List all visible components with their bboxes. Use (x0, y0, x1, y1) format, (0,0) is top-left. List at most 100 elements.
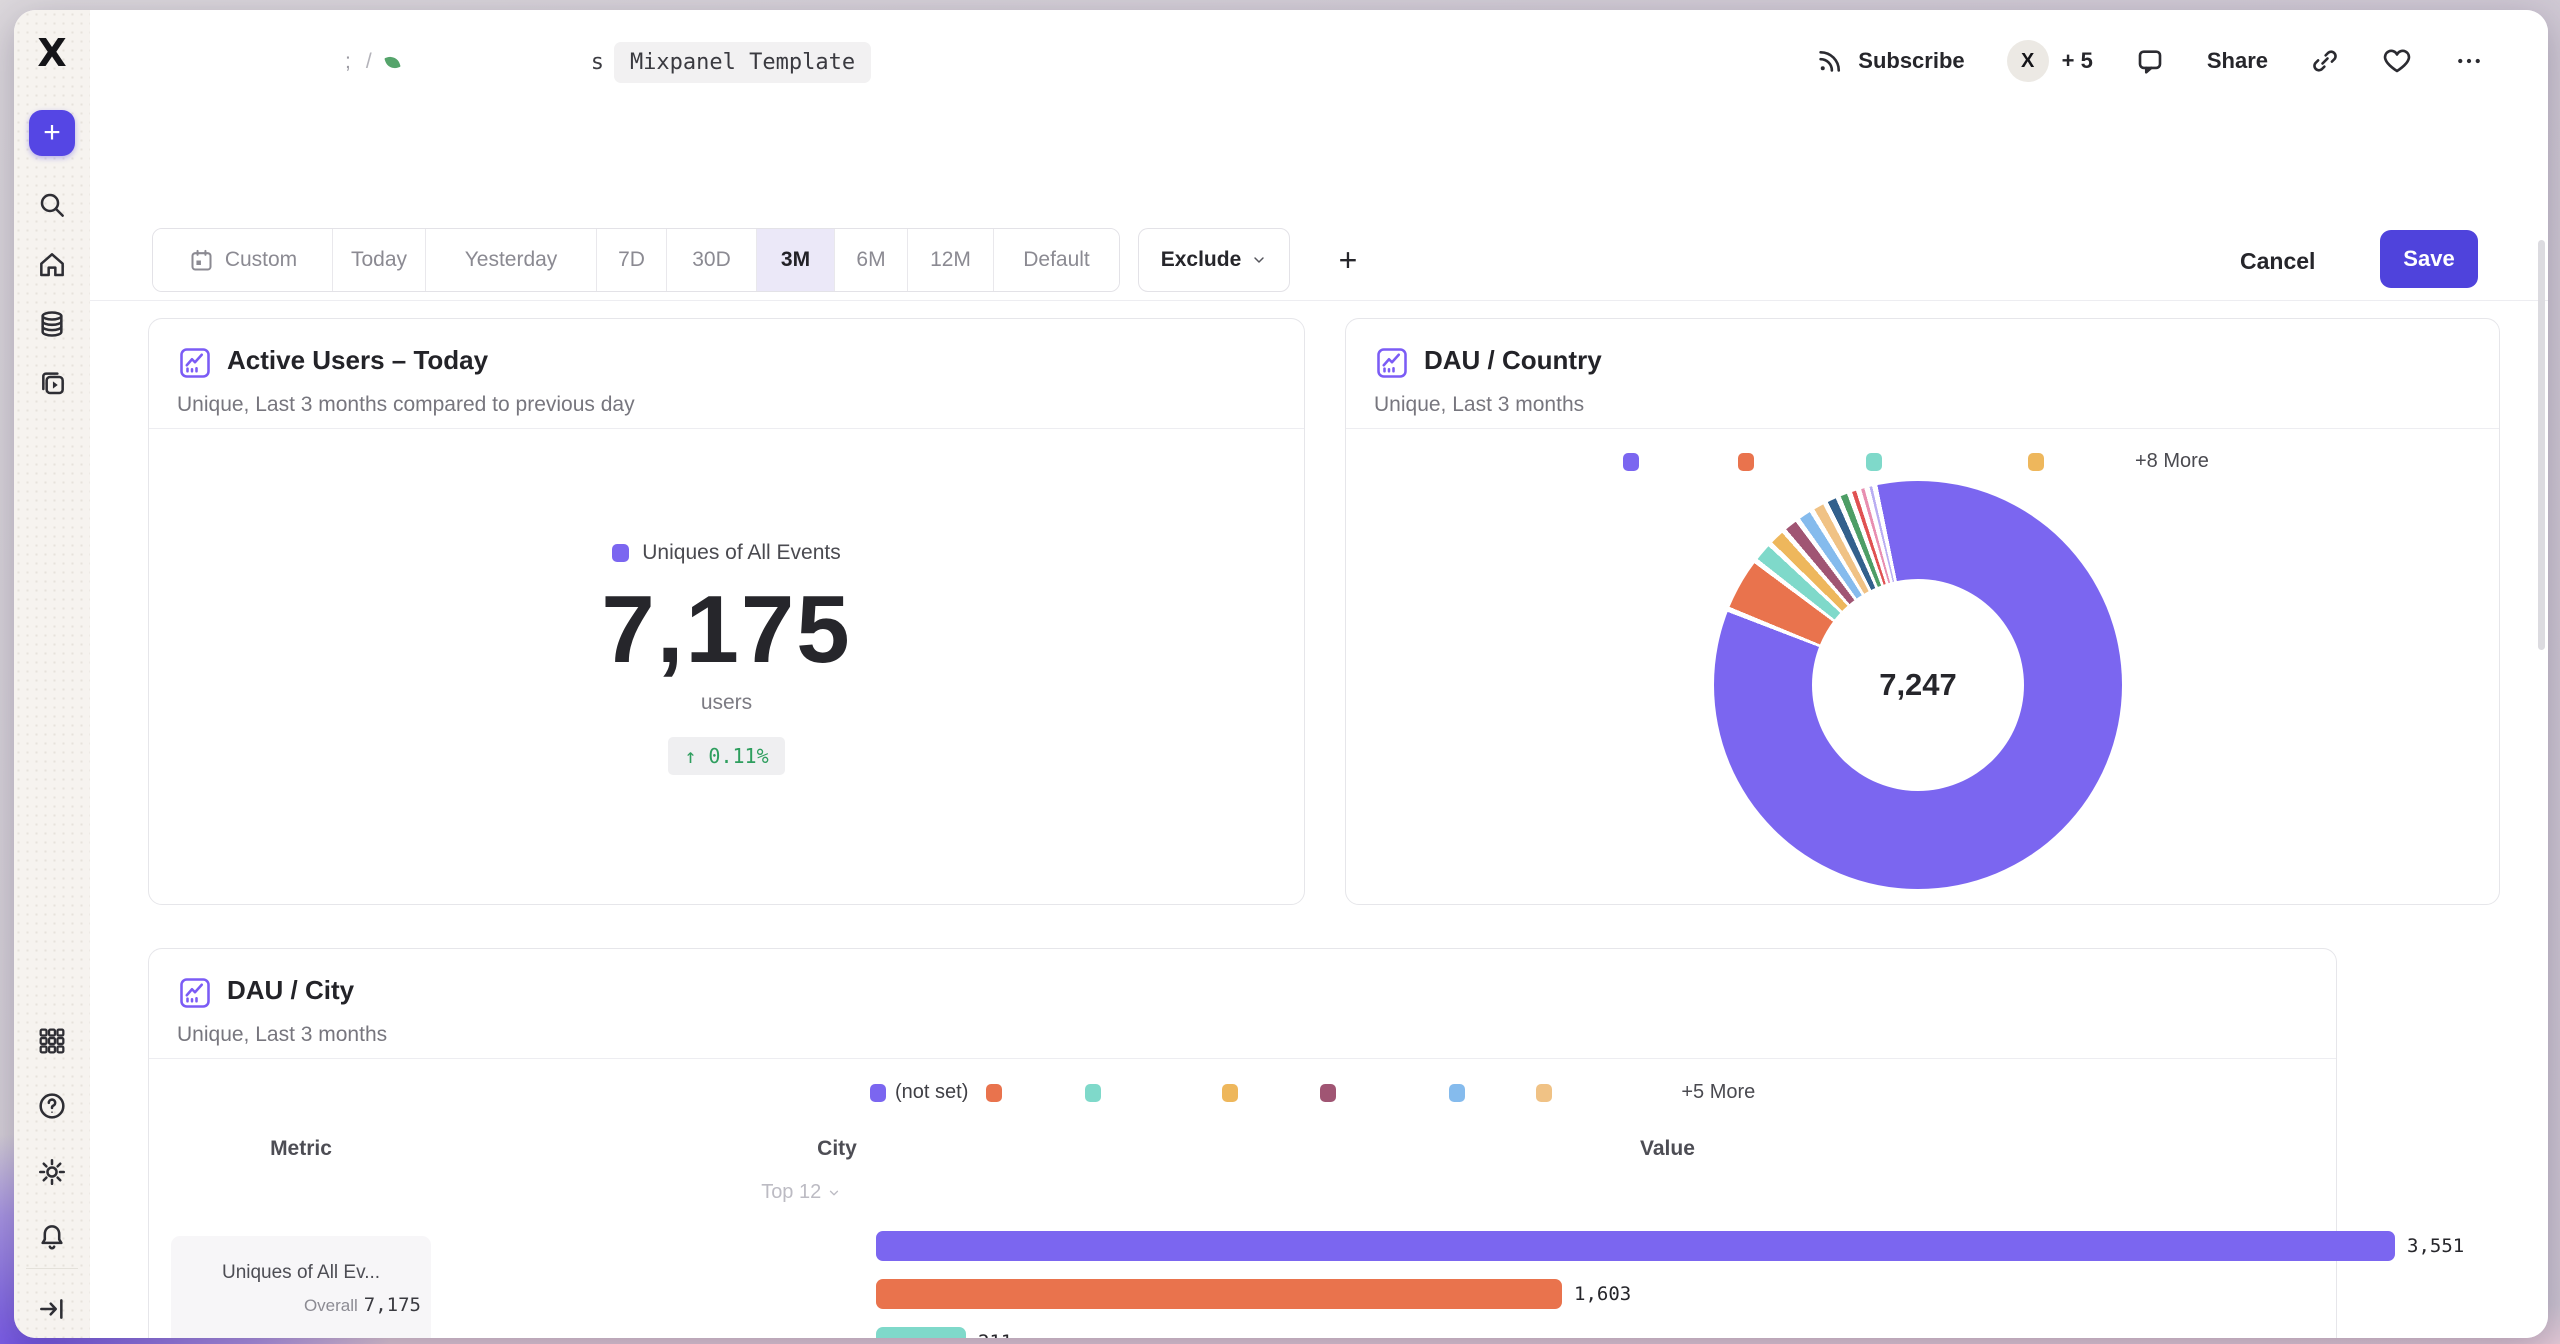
bar-value-label: 211 (978, 1331, 1012, 1338)
column-header-city: City (817, 1137, 857, 1160)
legend-swatch[interactable] (1623, 452, 1639, 471)
bar-fill[interactable] (876, 1327, 966, 1338)
country-legend: +8 More (1623, 450, 2209, 473)
chevron-down-icon (829, 1190, 838, 1196)
avatar: X (2006, 40, 2049, 82)
legend-swatch[interactable] (1085, 1083, 1102, 1102)
breadcrumb: ; / s Mixpanel Template (345, 40, 872, 84)
preset-custom[interactable]: Custom (153, 229, 333, 291)
toolbar-divider (90, 300, 2548, 301)
rss-icon (1819, 50, 1841, 72)
board-title-prefix: s (590, 49, 604, 75)
bar-value-label: 1,603 (1574, 1283, 1632, 1305)
metric-cell[interactable]: Uniques of All Ev... Overall 7,175 (171, 1236, 431, 1338)
preset-30d[interactable]: 30D (667, 229, 757, 291)
boards-icon[interactable] (33, 364, 71, 402)
data-icon[interactable] (33, 305, 71, 343)
bar-row: 3,551 (876, 1231, 2464, 1261)
preset-12m[interactable]: 12M (908, 229, 994, 291)
legend-swatch[interactable] (1222, 1083, 1239, 1102)
column-header-metric: Metric (270, 1137, 332, 1160)
search-icon[interactable] (33, 186, 71, 224)
board-title-chip[interactable]: Mixpanel Template (613, 41, 872, 83)
legend-swatch[interactable] (986, 1083, 1003, 1102)
copy-link-button[interactable] (2310, 46, 2340, 76)
legend-swatch[interactable] (1320, 1083, 1337, 1102)
sidebar-divider (26, 1268, 78, 1269)
preset-default[interactable]: Default (994, 229, 1119, 291)
chevron-down-icon (1254, 257, 1264, 263)
delta-badge: ↑ 0.11% (668, 737, 785, 775)
create-button[interactable]: + (29, 110, 75, 156)
card-subtitle: Unique, Last 3 months (1374, 393, 1585, 416)
card-dau-country: DAU / Country Unique, Last 3 months +8 M… (1345, 318, 2500, 905)
insights-chart-icon (1377, 348, 1407, 378)
settings-icon[interactable] (33, 1153, 71, 1191)
collaborators-count: + 5 (2061, 48, 2093, 73)
bar-value-label: 3,551 (2407, 1235, 2465, 1257)
save-button[interactable]: Save (2380, 230, 2478, 288)
legend-label: (not set) (895, 1081, 969, 1103)
card-title[interactable]: DAU / City (227, 975, 355, 1005)
city-legend: (not set) +5 More (870, 1081, 1755, 1104)
country-donut[interactable]: 7,247 (1714, 481, 2122, 889)
favorite-button[interactable] (2382, 46, 2412, 76)
legend-swatch[interactable] (1866, 452, 1882, 471)
breadcrumb-separator: / (365, 50, 372, 73)
big-number-unit: users (700, 691, 753, 714)
preset-7d[interactable]: 7D (597, 229, 667, 291)
share-button[interactable]: Share (2206, 48, 2268, 73)
legend-more[interactable]: +5 More (1681, 1081, 1756, 1103)
column-header-value: Value (1640, 1137, 1695, 1160)
exclude-button[interactable]: Exclude (1138, 228, 1290, 292)
scrollbar-thumb[interactable] (2538, 240, 2545, 650)
main-area: ; / s Mixpanel Template Subscribe X + 5 … (90, 10, 2548, 1338)
series-legend[interactable]: Uniques of All Events (612, 541, 841, 565)
heart-icon (2383, 49, 2411, 73)
card-subtitle: Unique, Last 3 months compared to previo… (177, 393, 635, 416)
apps-grid-icon[interactable] (33, 1022, 71, 1060)
subscribe-button[interactable]: Subscribe (1815, 46, 1965, 76)
header-actions: Subscribe X + 5 Share (1815, 38, 2484, 84)
preset-yesterday[interactable]: Yesterday (426, 229, 597, 291)
card-subtitle: Unique, Last 3 months (177, 1023, 388, 1046)
metric-overall: Overall 7,175 (303, 1294, 421, 1316)
legend-swatch[interactable] (1536, 1083, 1553, 1102)
card-title[interactable]: DAU / Country (1424, 345, 1602, 375)
top-n-filter[interactable]: Top 12 (701, 1181, 901, 1204)
card-active-users: Active Users – Today Unique, Last 3 mont… (148, 318, 1305, 905)
legend-swatch[interactable] (1449, 1083, 1466, 1102)
donut-total: 7,247 (1879, 667, 1957, 702)
cancel-button[interactable]: Cancel (2240, 238, 2315, 284)
breadcrumb-fragment[interactable]: ; (345, 50, 352, 73)
preset-3m[interactable]: 3M (757, 229, 835, 291)
card-title[interactable]: Active Users – Today (227, 345, 489, 375)
sidebar: X + (14, 10, 90, 1338)
legend-more[interactable]: +8 More (2135, 450, 2209, 472)
more-menu-button[interactable] (2454, 46, 2484, 76)
app-window: X + (14, 10, 2548, 1338)
insights-chart-icon (180, 978, 210, 1008)
big-number-value: 7,175 (601, 576, 852, 683)
comments-button[interactable] (2135, 46, 2165, 76)
ellipsis-icon (2458, 58, 2480, 64)
preset-6m[interactable]: 6M (835, 229, 908, 291)
bar-row: 211 (876, 1327, 2464, 1338)
add-filter-button[interactable]: + (1328, 240, 1368, 280)
legend-label: Uniques of All Events (642, 541, 841, 564)
mixpanel-logo-icon[interactable]: X (37, 31, 67, 75)
bar-fill[interactable] (876, 1231, 2395, 1261)
calendar-icon (191, 249, 212, 271)
bar-fill[interactable] (876, 1279, 1562, 1309)
leaf-icon (383, 53, 401, 71)
legend-swatch[interactable] (870, 1083, 886, 1102)
metric-name: Uniques of All Ev... (221, 1262, 381, 1283)
home-icon[interactable] (33, 246, 71, 284)
legend-swatch[interactable] (1738, 452, 1754, 471)
legend-swatch[interactable] (2028, 452, 2044, 471)
preset-today[interactable]: Today (333, 229, 426, 291)
collapse-sidebar-icon[interactable] (33, 1290, 71, 1328)
collaborators[interactable]: X + 5 (2006, 40, 2093, 82)
help-icon[interactable] (33, 1087, 71, 1125)
notifications-icon[interactable] (33, 1218, 71, 1256)
